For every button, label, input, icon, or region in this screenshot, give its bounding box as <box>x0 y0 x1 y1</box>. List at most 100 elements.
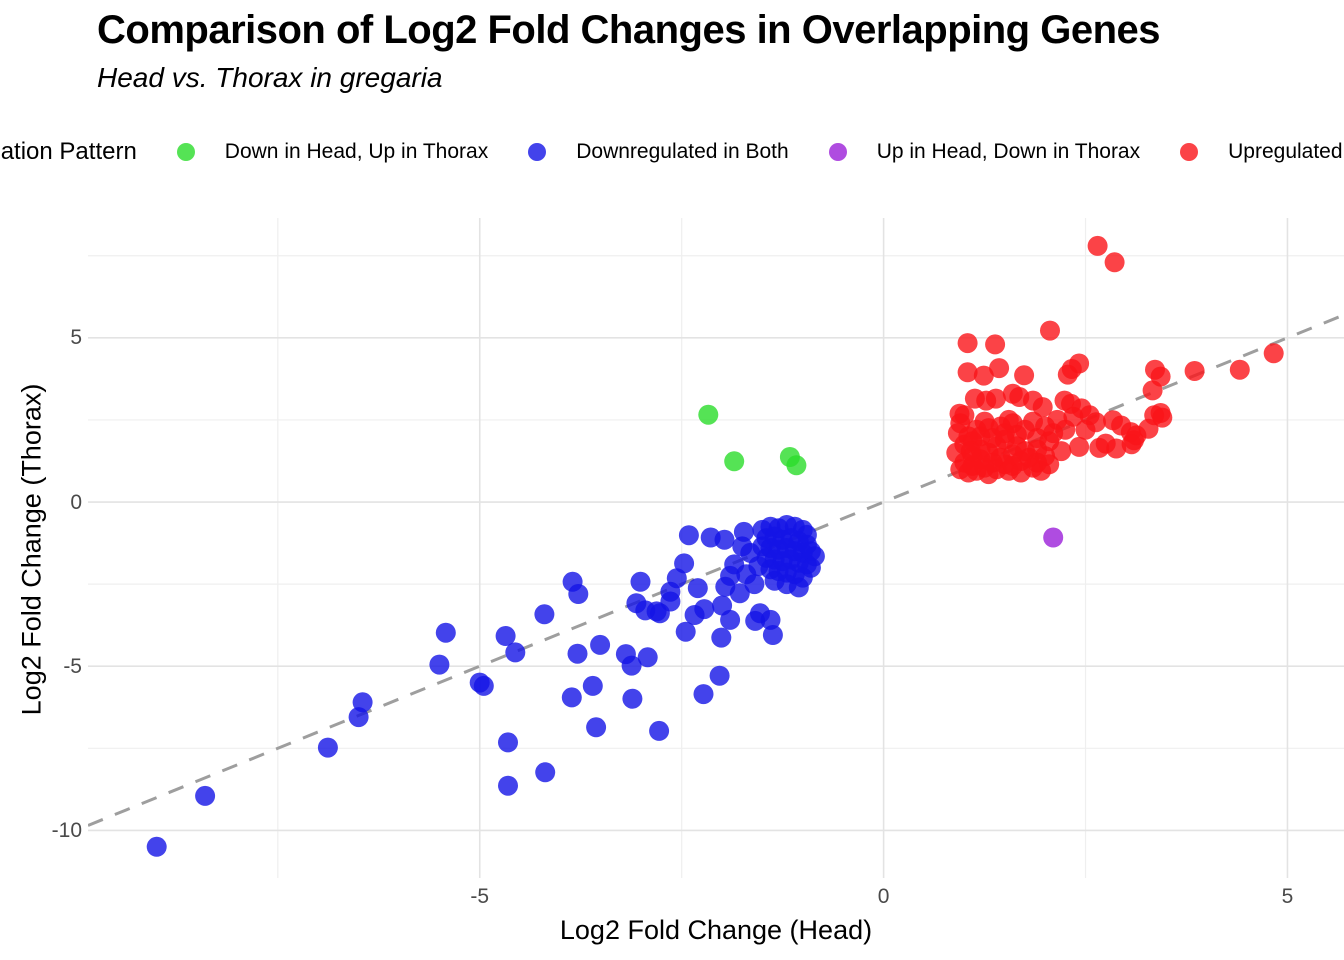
data-point <box>744 574 765 595</box>
data-point <box>1104 252 1125 273</box>
legend-color-swatch <box>176 143 195 161</box>
data-point <box>709 665 730 686</box>
data-point <box>649 720 670 741</box>
legend-item: Downregulated in Both <box>528 140 789 164</box>
data-point <box>733 521 754 542</box>
data-point <box>786 455 807 476</box>
data-point <box>1121 434 1142 455</box>
data-point <box>698 404 719 425</box>
data-point <box>1263 343 1284 364</box>
data-point <box>666 568 687 589</box>
data-point <box>1106 438 1127 459</box>
data-point <box>1039 454 1060 475</box>
data-point <box>505 642 526 663</box>
y-tick-label: 0 <box>70 490 82 514</box>
data-point <box>985 334 1006 355</box>
data-point <box>1055 419 1076 440</box>
data-point <box>1087 235 1108 256</box>
legend-color-swatch <box>528 143 547 161</box>
data-point <box>1040 320 1060 341</box>
x-tick-label: 0 <box>877 885 890 908</box>
data-point <box>788 577 809 598</box>
data-point <box>473 675 494 696</box>
data-point <box>1057 364 1078 385</box>
data-point <box>630 571 651 592</box>
plot-panel <box>88 218 1344 878</box>
data-point <box>1184 361 1205 381</box>
data-point <box>195 785 216 806</box>
y-tick-label: -5 <box>63 654 82 678</box>
x-tick-label: 5 <box>1281 885 1294 908</box>
legend-item-label: Down in Head, Up in Thorax <box>224 140 489 163</box>
data-point <box>1075 419 1096 440</box>
data-point <box>732 536 753 557</box>
data-point <box>711 627 732 648</box>
data-point <box>352 692 373 713</box>
page-title: Comparison of Log2 Fold Changes in Overl… <box>97 8 1161 52</box>
data-point <box>985 388 1006 409</box>
data-point <box>495 626 516 646</box>
data-point <box>435 622 456 643</box>
data-point <box>989 358 1010 379</box>
data-point <box>535 762 556 783</box>
data-point <box>567 643 588 664</box>
data-point <box>675 621 696 642</box>
data-point <box>694 599 715 620</box>
data-point <box>561 687 582 708</box>
data-point <box>1032 397 1053 418</box>
data-point <box>582 675 603 696</box>
data-point <box>1152 407 1173 428</box>
data-point <box>998 409 1019 430</box>
data-point <box>720 565 741 586</box>
data-point <box>974 411 995 432</box>
data-point <box>687 578 708 599</box>
legend-item: Upregulated in Both <box>1180 140 1344 164</box>
y-tick-label: -10 <box>51 818 82 842</box>
data-point <box>498 775 518 796</box>
legend-title: Regulation Pattern <box>0 138 137 165</box>
data-point <box>1069 436 1090 457</box>
data-point <box>429 654 450 675</box>
data-point <box>693 684 714 705</box>
y-tick-label: 5 <box>70 326 82 350</box>
y-axis-title: Log2 Fold Change (Thorax) <box>16 383 47 716</box>
data-point <box>1014 365 1035 386</box>
page-subtitle: Head vs. Thorax in gregaria <box>97 62 443 93</box>
legend: Regulation Pattern Down in Head, Up in T… <box>0 130 1344 174</box>
data-point <box>957 333 978 354</box>
legend-color-swatch <box>828 143 847 161</box>
data-point <box>712 595 733 616</box>
legend-item-label: Downregulated in Both <box>576 140 789 163</box>
data-point <box>1089 437 1110 458</box>
x-axis-title: Log2 Fold Change (Head) <box>559 915 873 945</box>
data-point <box>973 365 994 386</box>
data-point <box>1051 441 1072 462</box>
scatter-plot <box>88 218 1344 878</box>
data-point <box>590 634 611 655</box>
data-point <box>646 601 667 622</box>
data-point <box>950 413 971 434</box>
data-point <box>146 836 167 857</box>
legend-item: Down in Head, Up in Thorax <box>176 140 489 164</box>
data-point <box>957 362 978 383</box>
data-point <box>498 732 518 753</box>
data-point <box>621 655 642 676</box>
data-point <box>568 584 589 604</box>
legend-item: Up in Head, Down in Thorax <box>828 140 1141 164</box>
x-tick-label: -5 <box>470 885 490 908</box>
data-point <box>729 583 750 604</box>
legend-items: Down in Head, Up in Thorax Downregulated… <box>176 140 1344 164</box>
data-point <box>960 441 981 462</box>
legend-item-label: Up in Head, Down in Thorax <box>876 140 1141 163</box>
data-point <box>674 553 695 574</box>
data-point <box>1138 418 1159 439</box>
identity-line <box>88 313 1344 827</box>
data-point <box>724 451 745 472</box>
data-point <box>637 647 658 668</box>
data-point <box>678 525 699 546</box>
data-point <box>714 529 735 550</box>
data-point <box>1142 380 1163 401</box>
data-point <box>534 604 555 625</box>
data-point <box>586 717 607 738</box>
